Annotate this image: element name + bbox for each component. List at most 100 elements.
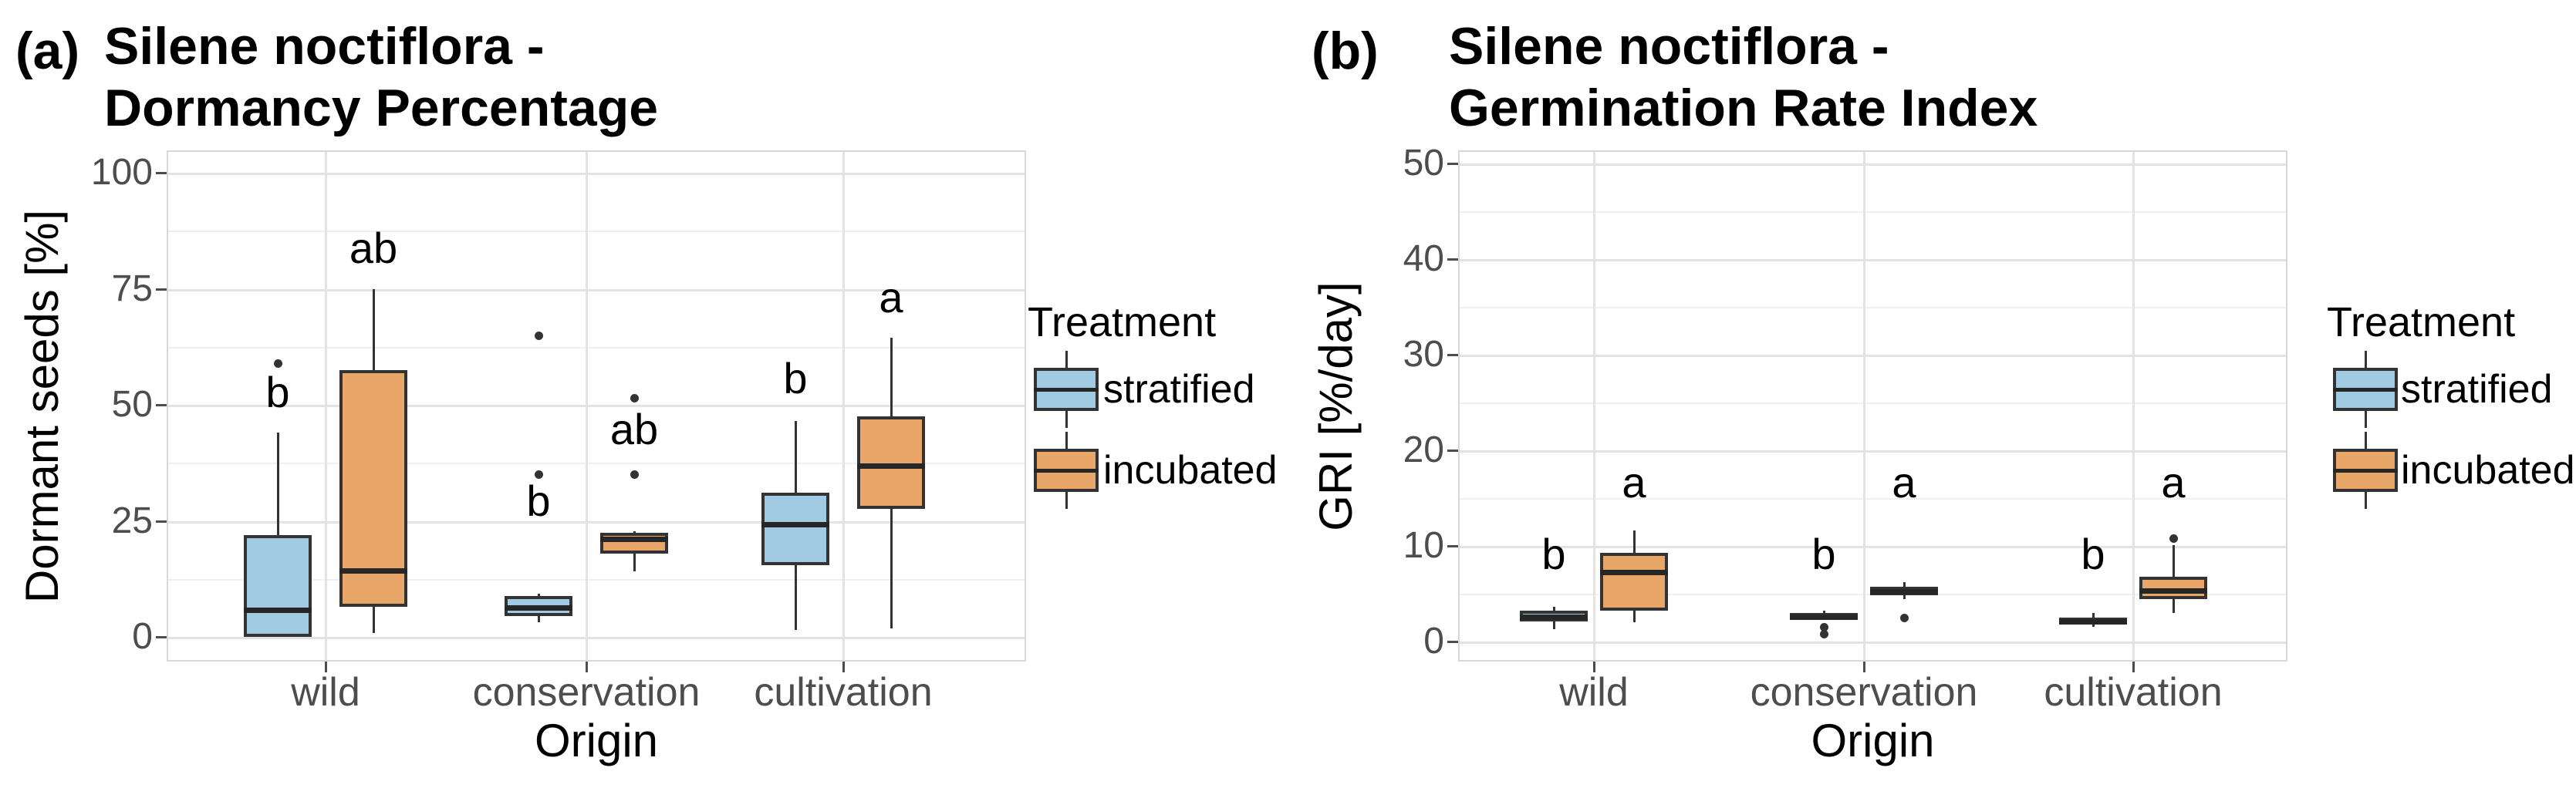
y-tick-mark (1447, 641, 1458, 643)
gridline-major (168, 520, 1025, 524)
legend-swatch-stratified (2333, 368, 2398, 411)
gridline-minor (168, 346, 1025, 349)
significance-letter: b (1811, 530, 1836, 579)
gridline-major (168, 405, 1025, 407)
legend-key-whisker (1065, 492, 1068, 509)
gridline-major (1460, 163, 2286, 166)
outlier-dot (1820, 623, 1828, 632)
x-tick-mark (1863, 662, 1865, 672)
x-category-label: conservation (472, 670, 701, 715)
significance-letter: b (783, 353, 808, 402)
y-tick-label: 40 (1403, 238, 1444, 279)
legend-label-incubated: incubated (1103, 448, 1278, 493)
x-category-label: wild (291, 670, 360, 715)
gridline-minor (1460, 307, 2286, 308)
boxplot-box-cultivation-stratified (761, 493, 829, 565)
gridline-vertical (842, 152, 845, 660)
legend-key-whisker (1065, 411, 1068, 428)
gridline-minor (168, 463, 1025, 465)
median-line (2139, 588, 2207, 594)
significance-letter: ab (609, 405, 659, 454)
boxplot-box-conservation-stratified (505, 596, 572, 616)
y-tick-mark (1447, 354, 1458, 356)
chart-title-line: Silene noctiflora - (1449, 17, 1889, 76)
gridline-vertical (586, 152, 588, 660)
legend-label-incubated: incubated (2401, 448, 2575, 493)
legend-swatch-incubated (1034, 449, 1099, 492)
significance-letter: a (2161, 458, 2186, 507)
median-line (1600, 570, 1668, 576)
x-axis-title: Origin (1811, 715, 1935, 766)
median-line (1870, 589, 1938, 595)
gridline-major (168, 288, 1025, 291)
gridline-minor (168, 231, 1025, 233)
x-tick-mark (842, 662, 845, 672)
legend-key-whisker (1065, 351, 1068, 368)
legend-swatch-incubated (2333, 449, 2398, 492)
median-line (505, 604, 572, 611)
y-tick-mark (156, 288, 167, 291)
median-line (339, 567, 407, 574)
legend-key-whisker (2365, 351, 2367, 368)
gridline-minor (1460, 211, 2286, 213)
y-tick-mark (1447, 450, 1458, 452)
y-tick-label: 20 (1403, 429, 1444, 470)
legend-key-whisker (2365, 411, 2367, 428)
y-tick-mark (1447, 545, 1458, 547)
significance-letter: a (1622, 458, 1646, 507)
gridline-vertical (2132, 152, 2135, 660)
legend-median-line (1034, 469, 1099, 473)
boxplot-box-conservation-incubated (600, 532, 668, 554)
y-tick-label: 100 (90, 152, 153, 193)
legend-title: Treatment (2327, 299, 2516, 345)
median-line (1790, 614, 1858, 620)
y-tick-mark (156, 636, 167, 638)
outlier-dot (1820, 630, 1828, 639)
outlier-dot (535, 470, 543, 480)
x-category-label: cultivation (754, 670, 933, 715)
gridline-major (168, 637, 1025, 639)
outlier-dot (1900, 614, 1909, 622)
legend-swatch-stratified (1034, 368, 1099, 411)
median-line (2059, 619, 2127, 625)
y-tick-mark (1447, 163, 1458, 165)
x-category-label: cultivation (2044, 670, 2223, 715)
x-category-label: conservation (1750, 670, 1978, 715)
boxplot-box-wild-incubated (339, 369, 407, 607)
legend-median-line (2333, 469, 2398, 473)
median-line (857, 463, 925, 470)
outlier-dot (274, 359, 282, 368)
x-tick-mark (586, 662, 588, 672)
x-category-label: wild (1559, 670, 1629, 715)
y-tick-label: 25 (111, 500, 153, 541)
gridline-major (168, 173, 1025, 175)
gridline-vertical (1593, 152, 1595, 660)
boxplot-box-cultivation-incubated (857, 416, 925, 510)
y-tick-mark (1447, 258, 1458, 261)
boxplot-box-wild-stratified (1520, 611, 1588, 621)
gridline-minor (168, 578, 1025, 581)
significance-letter: a (1892, 458, 1916, 507)
median-line (1520, 614, 1588, 620)
y-tick-mark (156, 172, 167, 174)
boxplot-box-cultivation-stratified (2059, 618, 2127, 625)
gridline-vertical (325, 152, 327, 660)
gridline-major (1460, 355, 2286, 357)
y-tick-label: 0 (132, 616, 153, 657)
x-tick-mark (325, 662, 327, 672)
plot-panel-b (1458, 150, 2287, 662)
panel-tag-a: (a) (15, 22, 80, 80)
outlier-dot (630, 470, 639, 480)
legend-label-stratified: stratified (1103, 367, 1255, 412)
y-axis-title: Dormant seeds [%] (16, 209, 68, 603)
y-tick-mark (156, 520, 167, 523)
y-tick-label: 0 (1423, 621, 1444, 662)
gridline-major (1460, 450, 2286, 453)
significance-letter: b (526, 477, 551, 526)
legend-title: Treatment (1028, 299, 1217, 345)
boxplot-box-wild-stratified (244, 534, 312, 637)
legend-key-whisker (2365, 432, 2367, 449)
gridline-vertical (1863, 152, 1865, 660)
boxplot-box-conservation-incubated (1870, 587, 1938, 596)
